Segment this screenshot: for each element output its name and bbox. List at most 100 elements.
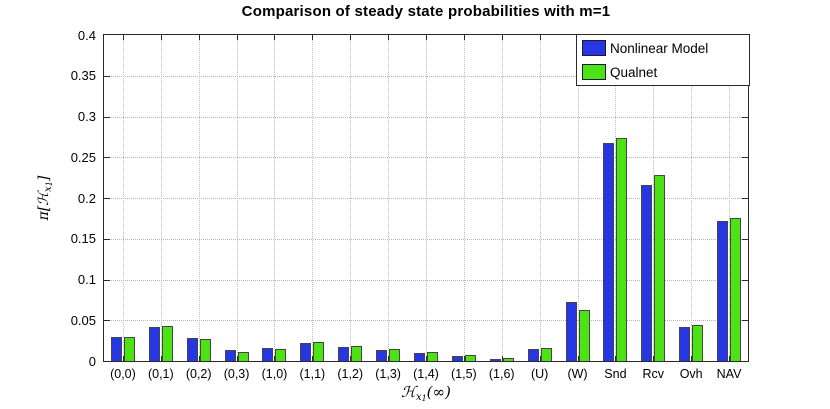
x-tick-mark: [312, 35, 314, 40]
x-tick-mark: [160, 356, 162, 361]
x-tick-label: (0,1): [147, 367, 174, 381]
gridline-vertical: [691, 35, 693, 361]
x-tick-mark: [388, 35, 390, 40]
chart-title: Comparison of steady state probabilities…: [241, 3, 611, 20]
x-tick-label: Ovh: [679, 367, 703, 381]
x-tick-mark: [236, 356, 238, 361]
bar-nonlinear-model: [224, 350, 236, 361]
x-tick-label: (U): [530, 367, 549, 381]
gridline-vertical: [122, 35, 124, 361]
y-tick-mark: [742, 238, 748, 240]
x-tick-mark: [198, 35, 200, 40]
y-tick-mark: [104, 279, 110, 281]
bar-qualnet: [389, 348, 401, 361]
y-tick-label: 0.35: [70, 68, 96, 84]
bar-qualnet: [123, 336, 135, 361]
y-tick-mark: [742, 198, 748, 199]
x-tick-mark: [198, 356, 200, 361]
y-tick-mark: [742, 279, 748, 281]
x-tick-label: (0,2): [185, 367, 212, 381]
bar-qualnet: [540, 347, 552, 361]
x-tick-label: (1,4): [413, 367, 439, 381]
y-tick-mark: [742, 116, 748, 118]
y-tick-mark: [104, 157, 110, 159]
bar-qualnet: [275, 348, 287, 361]
y-tick-label: 0: [88, 353, 96, 369]
x-tick-label: (0,3): [223, 367, 250, 381]
bar-nonlinear-model: [717, 220, 729, 361]
bar-qualnet: [692, 325, 704, 361]
bar-nonlinear-model: [489, 358, 501, 361]
bar-nonlinear-model: [641, 184, 653, 361]
gridline-vertical: [501, 35, 503, 361]
x-tick-label: (W): [567, 367, 588, 381]
bar-nonlinear-model: [110, 336, 122, 361]
x-tick-mark: [160, 35, 162, 40]
bar-qualnet: [237, 352, 249, 361]
y-tick-mark: [104, 320, 110, 322]
y-tick-label: 0.2: [77, 190, 96, 206]
bar-nonlinear-model: [376, 350, 388, 361]
bar-qualnet: [730, 217, 742, 361]
x-tick-label: Snd: [604, 367, 627, 381]
gridline-vertical: [236, 35, 238, 361]
x-tick-mark: [350, 356, 352, 361]
y-tick-label: 0.1: [77, 272, 96, 287]
x-tick-mark: [615, 356, 617, 361]
legend: Nonlinear Model Qualnet: [576, 34, 750, 86]
legend-swatch-nonlinear-model: [582, 40, 606, 56]
gridline-vertical: [274, 35, 276, 361]
x-tick-label: (1,1): [299, 367, 326, 381]
x-tick-mark: [577, 356, 579, 361]
x-tick-label: (1,0): [261, 367, 288, 381]
gridline-vertical: [350, 35, 352, 361]
x-tick-mark: [463, 356, 465, 361]
y-tick-mark: [742, 157, 748, 159]
bar-nonlinear-model: [451, 356, 463, 361]
x-tick-mark: [388, 356, 390, 361]
bar-nonlinear-model: [148, 326, 160, 361]
x-tick-mark: [350, 35, 352, 40]
gridline-vertical: [426, 35, 427, 361]
legend-label: Nonlinear Model: [610, 40, 709, 56]
x-tick-mark: [122, 35, 124, 40]
x-tick-mark: [691, 356, 693, 361]
gridline-vertical: [312, 35, 314, 361]
gridline-vertical: [539, 35, 541, 361]
gridline-vertical: [615, 35, 617, 361]
ylabel-pi: π[: [36, 205, 52, 221]
bar-qualnet: [578, 310, 590, 361]
gridline-vertical: [577, 35, 579, 361]
bar-nonlinear-model: [414, 352, 425, 361]
bar-qualnet: [616, 137, 628, 361]
x-tick-label: (1,2): [337, 367, 364, 381]
legend-label: Qualnet: [610, 64, 658, 80]
x-tick-label: NAV: [716, 367, 742, 381]
legend-item-nonlinear-model: Nonlinear Model: [577, 36, 749, 60]
legend-item-qualnet: Qualnet: [577, 60, 749, 84]
x-tick-mark: [122, 356, 124, 361]
gridline-vertical: [198, 35, 200, 361]
x-tick-mark: [653, 356, 655, 361]
x-tick-mark: [426, 35, 427, 40]
bar-qualnet: [502, 357, 514, 361]
bar-nonlinear-model: [300, 343, 312, 361]
bar-qualnet: [161, 325, 173, 361]
x-tick-label: (1,3): [375, 367, 401, 381]
y-tick-label: 0.05: [70, 312, 96, 328]
gridline-vertical: [160, 35, 162, 361]
x-tick-mark: [236, 35, 238, 40]
x-tick-mark: [539, 356, 541, 361]
bar-nonlinear-model: [679, 326, 691, 361]
x-tick-label: (1,5): [451, 367, 477, 381]
y-tick-mark: [742, 320, 748, 322]
bar-qualnet: [464, 355, 476, 361]
gridline-vertical: [729, 35, 731, 361]
gridline-vertical: [463, 35, 465, 361]
x-tick-mark: [539, 35, 541, 40]
y-tick-mark: [104, 198, 110, 199]
bar-qualnet: [654, 175, 666, 361]
x-tick-mark: [312, 356, 314, 361]
x-tick-mark: [501, 35, 503, 40]
y-tick-label: 0.4: [77, 27, 96, 43]
